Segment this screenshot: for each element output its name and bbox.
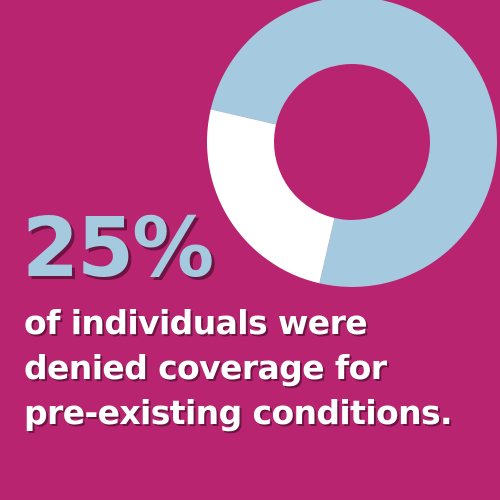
donut-slice-highlight [207, 109, 335, 284]
caption-line-2: denied coverage for [24, 348, 387, 387]
stat-value: 25% [22, 201, 214, 296]
donut-slice-remainder [210, 0, 497, 287]
caption-line-3: pre-existing conditions. [24, 393, 453, 432]
stat-caption: of individuals were denied coverage for … [24, 300, 494, 435]
caption-line-1: of individuals were [24, 303, 368, 342]
